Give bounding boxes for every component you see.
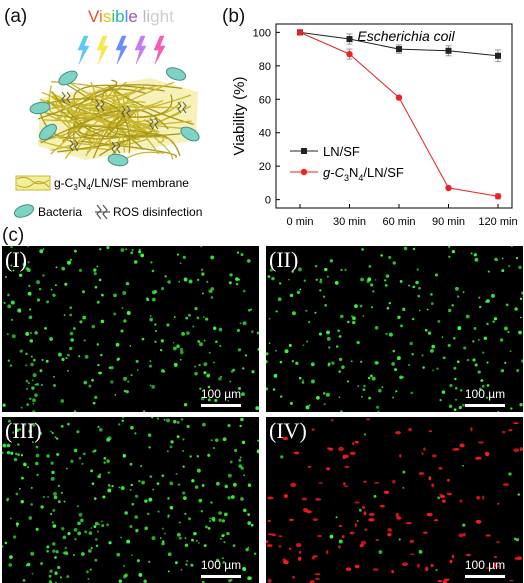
micrograph-4: (IV) 100 µm: [266, 417, 523, 583]
fluorescence-dots: [266, 246, 523, 412]
scale-bar: [201, 404, 241, 407]
x-tick-label: 120 min: [478, 216, 517, 228]
light-bolt-icon: [96, 35, 109, 65]
micrograph-label: (III): [5, 418, 42, 443]
ros-icon: [95, 204, 110, 220]
data-point: [445, 184, 452, 192]
legend-label: g-C3N4/LN/SF: [323, 165, 404, 183]
panel-label-b: (b): [222, 6, 246, 27]
light-bolt-icon: [77, 35, 90, 65]
visible-light-title: Visible light: [88, 7, 174, 26]
ros-legend-label: ROS disinfection: [113, 205, 202, 219]
scale-bar: [201, 575, 241, 578]
bacteria-legend-label: Bacteria: [38, 205, 82, 219]
y-tick-label: 20: [259, 161, 271, 173]
bacterium-icon: [180, 126, 200, 142]
bacterium-icon: [107, 153, 129, 167]
x-tick-label: 30 min: [333, 216, 366, 228]
data-point: [445, 47, 452, 54]
fluorescence-dots: [266, 418, 523, 583]
data-point: [495, 52, 501, 59]
x-tick-label: 90 min: [432, 216, 465, 228]
micrograph-1: (I) 100 µm: [2, 246, 259, 412]
micrograph-label: (II): [269, 247, 299, 272]
viability-chart: Escherichia coil Viability (%) 0 20 40 60 80 1…: [231, 23, 518, 228]
micrograph-3: (III) 100 µm: [2, 417, 259, 583]
micrograph-label: (IV): [269, 418, 307, 443]
scale-bar-label: 100 µm: [464, 387, 506, 401]
scale-bar-label: 100 µm: [464, 558, 506, 572]
data-point: [296, 29, 304, 36]
legend-marker: [300, 168, 308, 176]
y-tick-label: 0: [265, 195, 271, 207]
y-tick-label: 100: [253, 27, 271, 39]
micrograph-2: (II) 100 µm: [266, 246, 523, 412]
membrane-legend-icon: [15, 175, 51, 191]
scale-bar: [465, 404, 505, 407]
membrane-legend-label: g-C3N4/LN/SF membrane: [54, 176, 189, 192]
light-bolt-icon: [115, 35, 128, 65]
light-bolt-icon: [153, 35, 166, 65]
bacteria-illustrations: [29, 67, 200, 167]
chart-title: Escherichia coil: [357, 28, 455, 44]
plot-frame: [275, 23, 513, 209]
panel-label-a: (a): [4, 6, 28, 27]
x-tick-label: 60 min: [382, 216, 415, 228]
scale-bar: [465, 575, 505, 578]
fluorescence-dots: [2, 417, 259, 583]
light-bolt-icon: [134, 35, 147, 65]
bacterium-icon: [165, 67, 187, 81]
scale-bar-label: 100 µm: [200, 387, 242, 401]
membrane-illustration: [37, 78, 198, 160]
legend-marker: [301, 148, 307, 154]
light-bolts: [77, 35, 166, 65]
x-tick-label: 0 min: [287, 216, 314, 228]
legend-label: LN/SF: [323, 144, 360, 159]
fluorescence-dots: [2, 246, 259, 412]
bacteria-legend-icon: [13, 204, 35, 218]
micrograph-label: (I): [5, 247, 27, 272]
y-tick-label: 40: [259, 128, 271, 140]
data-point: [396, 46, 402, 53]
y-axis-label: Viability (%): [231, 77, 248, 156]
scale-bar-label: 100 µm: [200, 558, 242, 572]
data-point: [346, 50, 353, 58]
bacterium-icon: [29, 101, 51, 115]
data-point: [346, 36, 353, 43]
data-point: [395, 94, 403, 101]
y-tick-label: 80: [259, 61, 271, 73]
schematic-panel: Visible light g-C3N4/LN/SF membrane Bact…: [13, 7, 202, 220]
panel-label-c: (c): [2, 225, 25, 246]
bacterium-icon: [58, 70, 78, 86]
y-tick-label: 60: [259, 94, 271, 106]
data-point: [494, 193, 502, 200]
bacterium-icon: [39, 123, 57, 141]
